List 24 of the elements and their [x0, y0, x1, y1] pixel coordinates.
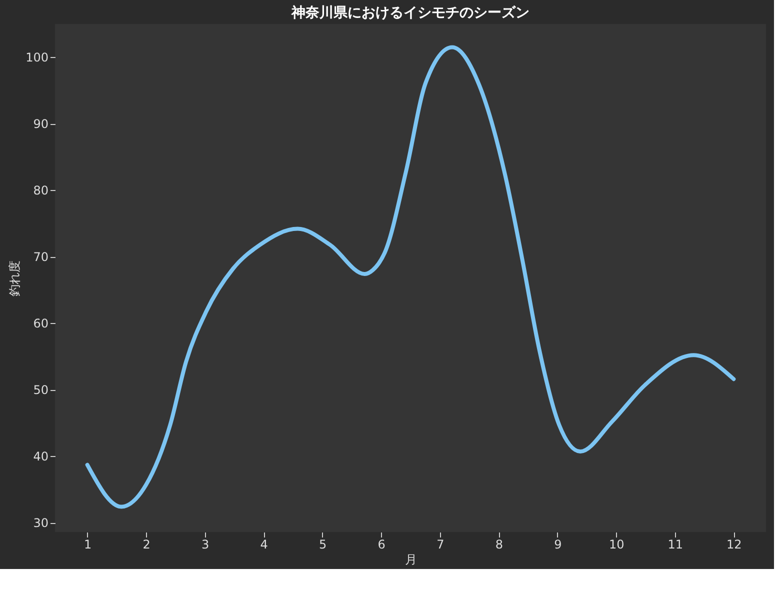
x-tick-label: 12	[726, 538, 742, 552]
x-tick-label: 5	[319, 538, 327, 552]
y-tick-label: 90	[33, 117, 48, 132]
line-series	[85, 45, 736, 509]
y-tick-label: 30	[33, 516, 48, 530]
x-tick-label: 4	[260, 538, 268, 552]
chart-title: 神奈川県におけるイシモチのシーズン	[290, 4, 530, 21]
x-tick-label: 7	[436, 538, 444, 552]
y-tick-label: 100	[26, 50, 48, 65]
x-tick-label: 3	[202, 538, 210, 552]
x-tick-label: 1	[84, 538, 92, 552]
x-tick-label: 9	[554, 538, 562, 552]
y-tick-label: 50	[33, 383, 48, 398]
x-tick-label: 11	[668, 538, 684, 552]
y-axis-title: 釣れ度	[8, 260, 22, 296]
y-tick-label: 60	[33, 316, 48, 331]
y-tick-label: 80	[33, 184, 48, 198]
x-tick-label: 10	[609, 538, 624, 552]
y-tick-label: 40	[33, 450, 48, 464]
x-tick-label: 2	[142, 538, 150, 552]
y-tick-label: 70	[33, 250, 48, 264]
x-tick-label: 6	[378, 538, 386, 552]
x-axis-title: 月	[405, 552, 417, 566]
x-tick-label: 8	[495, 538, 503, 552]
